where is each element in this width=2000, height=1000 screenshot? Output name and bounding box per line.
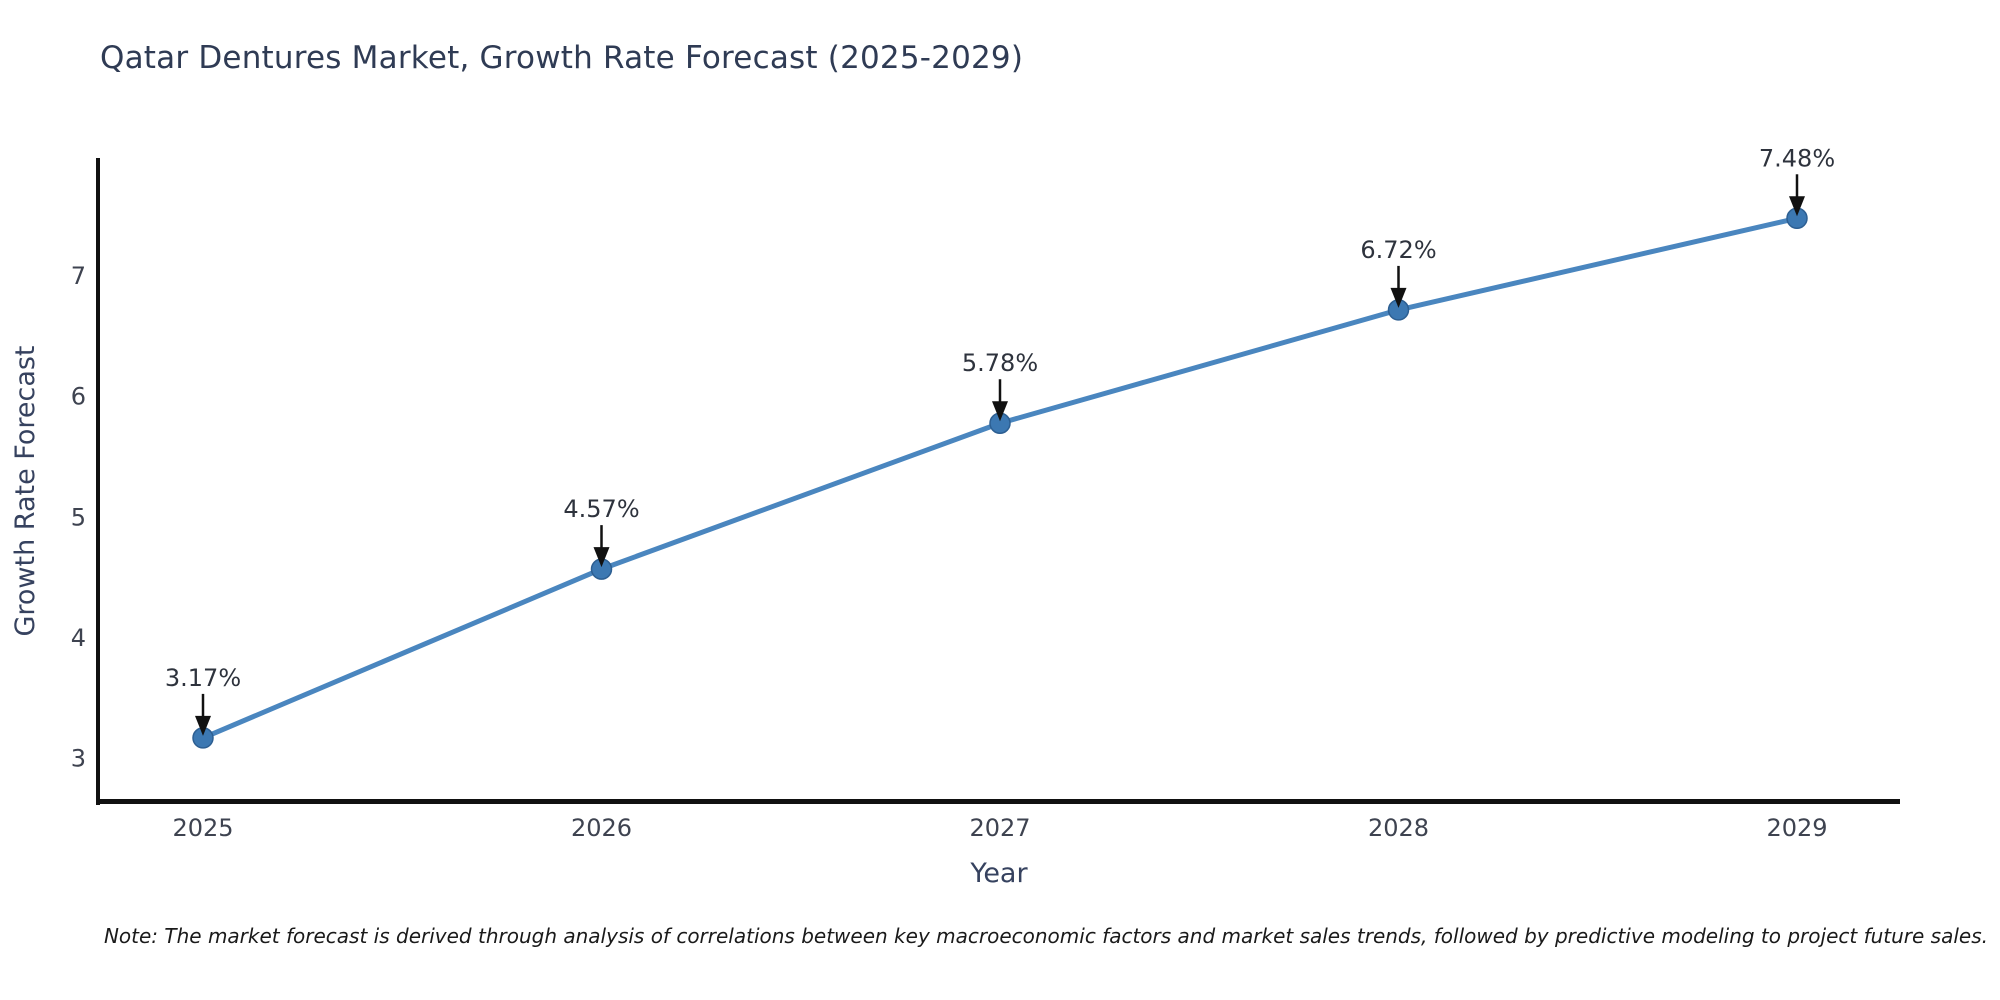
annotation-arrowhead	[992, 401, 1008, 422]
x-tick-label: 2026	[571, 814, 632, 842]
x-tick-label: 2025	[172, 814, 233, 842]
y-tick-label: 6	[71, 383, 86, 411]
annotation-arrowhead	[1390, 287, 1407, 308]
y-tick-label: 3	[71, 744, 86, 772]
annotation-arrowhead	[195, 715, 211, 736]
point-annotation-label: 5.78%	[962, 349, 1038, 377]
point-annotation-label: 4.57%	[563, 495, 639, 523]
y-tick-label: 7	[71, 262, 86, 290]
point-annotation-label: 7.48%	[1759, 144, 1835, 172]
y-tick-label: 4	[71, 624, 86, 652]
annotation-arrowhead	[593, 547, 610, 568]
x-tick-label: 2029	[1766, 814, 1827, 842]
x-axis-title: Year	[969, 858, 1028, 889]
chart-title: Qatar Dentures Market, Growth Rate Forec…	[100, 40, 1024, 76]
point-annotation-label: 6.72%	[1360, 236, 1436, 264]
y-tick-label: 5	[71, 503, 86, 531]
x-tick-label: 2027	[969, 814, 1030, 842]
y-axis-title: Growth Rate Forecast	[10, 345, 41, 636]
point-annotation-label: 3.17%	[165, 664, 241, 692]
line-series	[200, 215, 1800, 741]
annotation-arrowhead	[1789, 196, 1805, 217]
x-tick-label: 2028	[1368, 814, 1429, 842]
footnote: Note: The market forecast is derived thr…	[103, 924, 1988, 948]
